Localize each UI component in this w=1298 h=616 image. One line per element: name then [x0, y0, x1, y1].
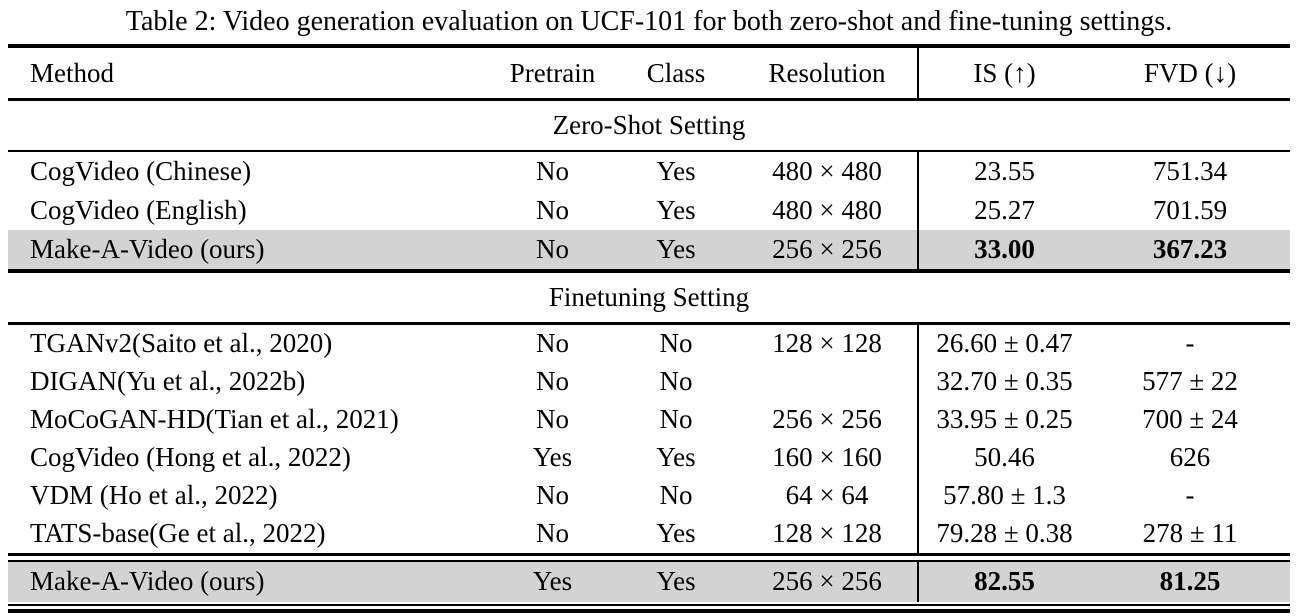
fvd-cell: 751.34 [1152, 156, 1228, 186]
is-cell: 33.95 ± 0.25 [917, 400, 1090, 439]
column-header-method: Method [30, 57, 114, 88]
top-rule [8, 44, 1290, 48]
section-end-rule [8, 269, 1290, 273]
class-cell: Yes [656, 442, 696, 472]
fvd-cell: 577 ± 22 [1142, 366, 1238, 396]
method-cell: DIGAN(Yu et al., 2022b) [30, 366, 306, 396]
class-cell: Yes [656, 566, 696, 596]
class-cell: No [659, 404, 693, 434]
pretrain-cell: No [536, 518, 569, 548]
table-row: TATS-base(Ge et al., 2022) No Yes 128 × 128… [8, 514, 1290, 553]
table-row: CogVideo (English) No Yes 480 × 480 25.27 701… [8, 191, 1290, 230]
resolution-cell: 256 × 256 [772, 566, 882, 596]
method-cell: Make-A-Video (ours) [30, 566, 265, 596]
resolution-cell: 480 × 480 [772, 156, 882, 186]
method-cell: CogVideo (Hong et al., 2022) [30, 442, 351, 472]
fvd-cell: 700 ± 24 [1142, 404, 1238, 434]
table-body: Zero-Shot Setting CogVideo (Chinese) No Yes… [8, 101, 1290, 602]
section-rule [8, 149, 1290, 152]
header-row: Method Pretrain Class Resolution IS (↑) … [8, 48, 1290, 98]
section-header: Zero-Shot Setting [552, 109, 746, 140]
is-cell: 32.70 ± 0.35 [917, 362, 1090, 401]
class-cell: Yes [656, 234, 696, 264]
table-row: Make-A-Video (ours) No Yes 256 × 256 33.00 36… [8, 230, 1290, 269]
section-header: Finetuning Setting [548, 282, 750, 312]
table-row: CogVideo (Hong et al., 2022) Yes Yes 160 × … [8, 438, 1290, 477]
pretrain-cell: No [536, 366, 569, 396]
table-caption: Table 2: Video generation evaluation on … [125, 6, 1173, 37]
fvd-cell: 626 [1169, 442, 1211, 472]
is-cell: 25.27 [917, 191, 1090, 230]
resolution-cell: 128 × 128 [772, 328, 882, 358]
is-cell: 50.46 [917, 438, 1090, 477]
fvd-cell: 81.25 [1159, 566, 1221, 596]
column-header-class: Class [646, 57, 706, 88]
column-header-pretrain: Pretrain [509, 57, 596, 88]
pretrain-cell: No [536, 156, 569, 186]
method-cell: TATS-base(Ge et al., 2022) [30, 518, 326, 548]
fvd-cell: 701.59 [1152, 195, 1228, 225]
class-cell: No [659, 328, 693, 358]
pretrain-cell: No [536, 480, 569, 510]
pretrain-cell: Yes [532, 442, 573, 472]
pretrain-cell: No [536, 404, 569, 434]
table-row: CogVideo (Chinese) No Yes 480 × 480 23.55 751… [8, 152, 1290, 191]
resolution-cell [737, 363, 917, 401]
resolution-cell: 480 × 480 [772, 195, 882, 225]
fvd-cell: - [1185, 480, 1195, 510]
class-cell: Yes [656, 156, 696, 186]
table-row: DIGAN(Yu et al., 2022b) No No 32.70 ± 0.35 5… [8, 362, 1290, 401]
table-row: MoCoGAN-HD(Tian et al., 2021) No No 256 × 2… [8, 400, 1290, 439]
is-cell: 23.55 [917, 152, 1090, 191]
method-cell: VDM (Ho et al., 2022) [30, 480, 278, 510]
resolution-cell: 64 × 64 [785, 480, 869, 510]
bottom-rule [8, 603, 1290, 613]
is-cell: 82.55 [917, 561, 1090, 602]
method-cell: CogVideo (Chinese) [30, 156, 252, 186]
fvd-cell: - [1185, 328, 1195, 358]
method-cell: TGANv2(Saito et al., 2020) [30, 328, 333, 358]
double-rule [8, 552, 1290, 562]
class-cell: Yes [656, 518, 696, 548]
method-cell: MoCoGAN-HD(Tian et al., 2021) [30, 404, 399, 434]
fvd-cell: 367.23 [1152, 234, 1228, 264]
pretrain-cell: Yes [532, 566, 573, 596]
fvd-cell: 278 ± 11 [1142, 518, 1238, 548]
resolution-cell: 128 × 128 [772, 518, 882, 548]
class-cell: No [659, 480, 693, 510]
column-header-is: IS (↑) [917, 48, 1090, 98]
pretrain-cell: No [536, 195, 569, 225]
is-cell: 33.00 [917, 230, 1090, 269]
resolution-cell: 256 × 256 [772, 234, 882, 264]
section-rule [8, 322, 1290, 325]
table-row: VDM (Ho et al., 2022) No No 64 × 64 57.80 ± … [8, 476, 1290, 515]
is-cell: 57.80 ± 1.3 [917, 476, 1090, 515]
is-cell: 79.28 ± 0.38 [917, 514, 1090, 553]
class-cell: No [659, 366, 693, 396]
pretrain-cell: No [536, 234, 569, 264]
method-cell: CogVideo (English) [30, 195, 247, 225]
is-cell: 26.60 ± 0.47 [917, 324, 1090, 363]
column-header-resolution: Resolution [768, 57, 886, 88]
resolution-cell: 160 × 160 [772, 442, 882, 472]
table-row: Make-A-Video (ours) Yes Yes 256 × 256 82.55 8… [8, 561, 1290, 602]
table: Method Pretrain Class Resolution IS (↑) … [8, 44, 1290, 613]
header-rule [8, 98, 1290, 101]
class-cell: Yes [656, 195, 696, 225]
method-cell: Make-A-Video (ours) [30, 234, 265, 264]
column-header-fvd: FVD (↓) [1143, 57, 1237, 88]
table-row: TGANv2(Saito et al., 2020) No No 128 × 128 2… [8, 324, 1290, 363]
pretrain-cell: No [536, 328, 569, 358]
resolution-cell: 256 × 256 [772, 404, 882, 434]
